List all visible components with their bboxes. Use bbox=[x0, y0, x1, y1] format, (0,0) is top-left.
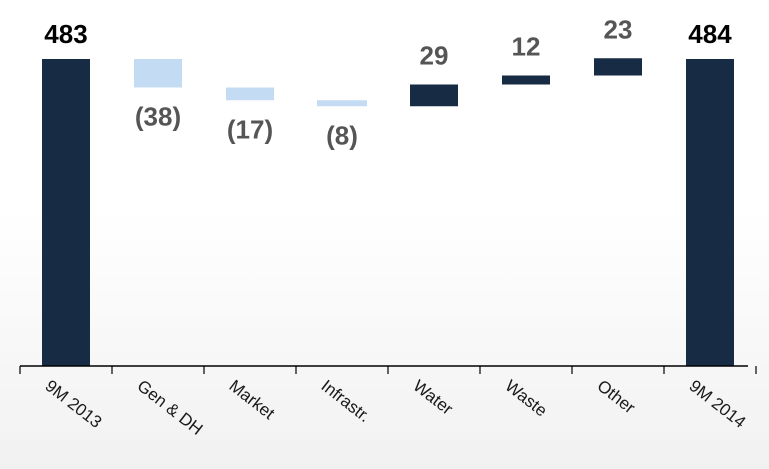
bar-6 bbox=[594, 58, 642, 76]
value-label-1: (38) bbox=[135, 102, 181, 132]
x-tick-label-2: Market bbox=[226, 376, 279, 423]
x-axis: 9M 2013 Gen & DH Market Infrastr. Water Waste… bbox=[19, 365, 757, 439]
x-tick-label-5: Waste bbox=[502, 376, 551, 420]
bars-layer bbox=[42, 58, 734, 366]
bar-2 bbox=[226, 87, 274, 101]
bar-4 bbox=[410, 84, 458, 107]
value-label-3: (8) bbox=[326, 120, 358, 150]
bar-1 bbox=[134, 59, 182, 88]
x-tick-label-3: Infrastr. bbox=[318, 376, 374, 426]
x-tick-label-4: Water bbox=[410, 376, 457, 419]
x-tick-label-7: 9M 2014 bbox=[686, 376, 750, 432]
value-label-6: 23 bbox=[604, 14, 633, 44]
bar-7 bbox=[686, 59, 734, 366]
value-label-2: (17) bbox=[227, 114, 273, 144]
value-label-4: 29 bbox=[420, 41, 449, 71]
x-tick-label-6: Other bbox=[594, 376, 639, 417]
value-labels-layer: 483 (38) (17) (8) 29 12 23 484 bbox=[44, 14, 732, 150]
x-tick-label-1: Gen & DH bbox=[134, 376, 207, 439]
value-label-7: 484 bbox=[688, 19, 732, 49]
bar-0 bbox=[42, 59, 90, 366]
value-label-0: 483 bbox=[44, 19, 87, 49]
x-tick-label-0: 9M 2013 bbox=[42, 376, 106, 432]
value-label-5: 12 bbox=[512, 32, 541, 62]
bar-3 bbox=[317, 100, 367, 107]
bar-5 bbox=[502, 75, 550, 85]
